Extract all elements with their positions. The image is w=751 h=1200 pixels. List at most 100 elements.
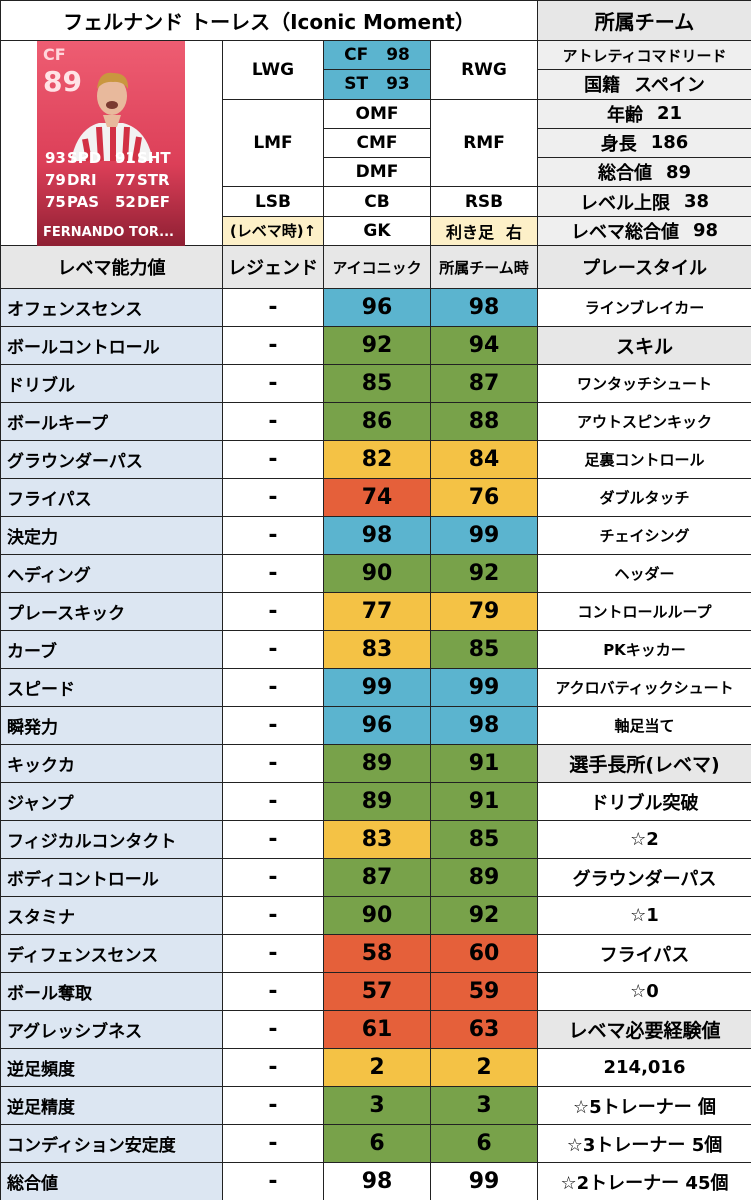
- foot: 利き足右: [431, 216, 538, 246]
- club-value: 94: [431, 327, 538, 365]
- iconic-value-text: 82: [361, 447, 393, 472]
- iconic-value: 83: [324, 631, 431, 669]
- position: OMF: [324, 99, 431, 129]
- club-value: 59: [431, 973, 538, 1011]
- attribute-name: フライパス: [1, 479, 223, 517]
- iconic-value: 77: [324, 593, 431, 631]
- club-heading-text: 所属チーム: [594, 10, 695, 34]
- iconic-value: 85: [324, 365, 431, 403]
- club-value: 76: [431, 479, 538, 517]
- iconic-value-text: 87: [361, 865, 393, 890]
- iconic-value-text: 3: [369, 1093, 385, 1118]
- position: LWG: [223, 41, 324, 100]
- iconic-value-text: 98: [361, 523, 393, 548]
- club-value-text: 89: [468, 865, 500, 890]
- position-text: DMF: [355, 162, 399, 183]
- side-item-text: ヘッダー: [614, 565, 675, 583]
- legend-value-text: -: [268, 371, 278, 396]
- legend-value-text: -: [268, 485, 278, 510]
- position: CB: [324, 187, 431, 217]
- legend-value-text: -: [268, 295, 278, 320]
- card-text: SHT: [137, 149, 171, 167]
- attribute-name: スピード: [1, 669, 223, 707]
- side-item-text: チェイシング: [599, 527, 690, 545]
- club-value-text: 91: [468, 751, 500, 776]
- info-row-text: 38: [683, 191, 710, 213]
- legend-value: -: [223, 1087, 324, 1125]
- iconic-value: 83: [324, 821, 431, 859]
- position: LMF: [223, 99, 324, 188]
- iconic-value: 92: [324, 327, 431, 365]
- info-row: 身長 186: [538, 128, 751, 159]
- position: RMF: [431, 99, 538, 188]
- position-text: RMF: [463, 132, 505, 153]
- info-row: 国籍 スペイン: [538, 70, 751, 100]
- iconic-value: 89: [324, 783, 431, 821]
- side-item-text: ダブルタッチ: [599, 489, 690, 507]
- iconic-value-text: 74: [361, 485, 393, 510]
- info-row: レベマ総合値 98: [538, 216, 751, 246]
- info-row: 総合値 89: [538, 158, 751, 188]
- attribute-name-text: ドリブル: [7, 376, 75, 396]
- card-text: PAS: [67, 193, 100, 211]
- club-value: 63: [431, 1011, 538, 1049]
- legend-value: -: [223, 327, 324, 365]
- iconic-value: 87: [324, 859, 431, 897]
- note: (レベマ時)↑: [223, 216, 324, 246]
- side-item-text: 214,016: [603, 1057, 686, 1078]
- legend-value: -: [223, 1011, 324, 1049]
- club-value: 91: [431, 745, 538, 783]
- club-value: 91: [431, 783, 538, 821]
- iconic-value-text: 2: [369, 1055, 385, 1080]
- legend-value: -: [223, 631, 324, 669]
- club-value: 99: [431, 1163, 538, 1200]
- side-item: ☆1: [538, 897, 751, 935]
- legend-value-text: -: [268, 561, 278, 586]
- club-value: 98: [431, 289, 538, 327]
- side-item-text: ドリブル突破: [590, 792, 699, 814]
- card-text: 79: [45, 171, 66, 189]
- attribute-name-text: ヘディング: [7, 566, 91, 586]
- attribute-name-text: 瞬発力: [7, 718, 58, 738]
- attribute-name-text: ボールキープ: [7, 414, 108, 434]
- side-item-text: コントロールループ: [577, 603, 712, 621]
- iconic-value: 3: [324, 1087, 431, 1125]
- info-row-text: 21: [656, 103, 683, 125]
- attribute-name: キックカ: [1, 745, 223, 783]
- attribute-name-text: キックカ: [7, 756, 75, 776]
- attribute-name: アグレッシブネス: [1, 1011, 223, 1049]
- legend-value-text: -: [268, 675, 278, 700]
- legend-value-text: -: [268, 789, 278, 814]
- club-value-text: 59: [468, 979, 500, 1004]
- club-value-text: 6: [476, 1131, 492, 1156]
- side-item: PKキッカー: [538, 631, 751, 669]
- position: RWG: [431, 41, 538, 100]
- side-item: グラウンダーパス: [538, 859, 751, 897]
- side-heading: 選手長所(レベマ): [538, 745, 751, 783]
- legend-value: -: [223, 897, 324, 935]
- club-value: 89: [431, 859, 538, 897]
- attribute-name-text: コンディション安定度: [7, 1136, 176, 1156]
- info-row: レベル上限 38: [538, 187, 751, 217]
- iconic-value-text: 89: [361, 751, 393, 776]
- legend-value: -: [223, 479, 324, 517]
- iconic-value: 86: [324, 403, 431, 441]
- attribute-name: 総合値: [1, 1163, 223, 1200]
- iconic-value: 98: [324, 1163, 431, 1200]
- side-item: ダブルタッチ: [538, 479, 751, 517]
- club-value: 85: [431, 631, 538, 669]
- column-header: 所属チーム時: [431, 246, 538, 289]
- position-rating-text: ST: [344, 74, 369, 95]
- club-value: 92: [431, 555, 538, 593]
- legend-value: -: [223, 669, 324, 707]
- attribute-name-text: オフェンスセンス: [7, 300, 143, 320]
- iconic-value: 82: [324, 441, 431, 479]
- info-row-text: レベル上限: [579, 192, 670, 214]
- info-row-text: 98: [692, 220, 719, 242]
- club-value: 2: [431, 1049, 538, 1087]
- iconic-value: 90: [324, 555, 431, 593]
- position-text: OMF: [355, 103, 399, 124]
- club-name-text: アトレティコマドリード: [562, 46, 727, 65]
- info-row-text: 186: [650, 132, 689, 154]
- legend-value: -: [223, 593, 324, 631]
